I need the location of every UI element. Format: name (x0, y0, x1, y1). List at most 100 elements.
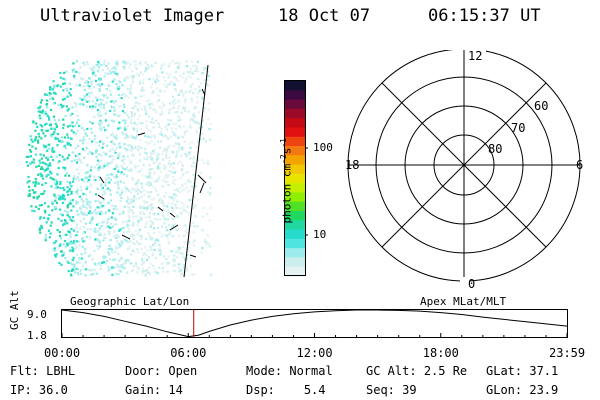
aurora-pixel (86, 228, 89, 231)
aurora-pixel (179, 155, 182, 158)
aurora-pixel (194, 215, 197, 218)
aurora-pixel (116, 86, 119, 89)
aurora-pixel (83, 129, 86, 132)
aurora-pixel (45, 103, 49, 106)
aurora-pixel (87, 255, 91, 258)
aurora-pixel (129, 162, 132, 165)
aurora-pixel (115, 62, 118, 65)
aurora-pixel (105, 128, 108, 132)
aurora-pixel (53, 247, 56, 250)
aurora-pixel (71, 199, 74, 202)
aurora-pixel (161, 185, 164, 188)
aurora-pixel (49, 170, 52, 174)
aurora-pixel (130, 202, 133, 205)
aurora-pixel (183, 256, 186, 259)
aurora-pixel (134, 166, 137, 169)
aurora-pixel (95, 151, 98, 154)
aurora-pixel (131, 187, 134, 190)
aurora-pixel (98, 89, 101, 92)
aurora-pixel (173, 254, 176, 257)
aurora-pixel (77, 158, 81, 161)
aurora-pixel (127, 214, 130, 217)
aurora-pixel (115, 152, 118, 156)
aurora-pixel (148, 211, 151, 215)
aurora-pixel (52, 86, 55, 90)
aurora-pixel (167, 174, 170, 177)
aurora-pixel (27, 194, 30, 197)
aurora-pixel (176, 206, 179, 210)
aurora-pixel (143, 207, 146, 210)
aurora-pixel (128, 230, 131, 233)
aurora-pixel (75, 234, 78, 237)
aurora-pixel (141, 187, 144, 190)
aurora-pixel (141, 174, 144, 177)
aurora-pixel (123, 158, 126, 161)
aurora-pixel (134, 104, 137, 107)
aurora-pixel (163, 83, 166, 86)
aurora-pixel (189, 72, 192, 75)
aurora-pixel (93, 262, 96, 265)
aurora-pixel (134, 215, 137, 218)
aurora-pixel (151, 222, 155, 225)
aurora-pixel (97, 240, 100, 243)
aurora-pixel (86, 164, 89, 167)
aurora-pixel (148, 176, 151, 179)
aurora-pixel (138, 82, 141, 85)
aurora-pixel (152, 108, 155, 111)
aurora-pixel (142, 205, 145, 209)
aurora-pixel (102, 261, 105, 264)
aurora-pixel (136, 134, 139, 137)
alt-xtick-label: 18:00 (422, 346, 459, 360)
aurora-pixel (118, 229, 121, 232)
aurora-pixel (177, 66, 180, 69)
aurora-pixel (69, 240, 73, 243)
aurora-pixel (80, 189, 83, 192)
aurora-pixel (178, 105, 181, 108)
aurora-pixel (111, 141, 114, 144)
aurora-pixel (128, 245, 131, 248)
aurora-pixel (195, 146, 198, 149)
aurora-pixel (84, 193, 87, 196)
aurora-pixel (58, 234, 61, 237)
aurora-pixel (182, 172, 185, 176)
aurora-pixel (183, 140, 186, 144)
aurora-pixel (76, 268, 79, 271)
aurora-pixel (189, 257, 193, 260)
colorbar-cell (285, 183, 305, 194)
aurora-pixel (208, 193, 211, 196)
aurora-pixel (180, 210, 183, 214)
aurora-pixel (151, 150, 154, 153)
aurora-pixel (149, 225, 152, 228)
aurora-pixel (121, 159, 124, 162)
aurora-pixel (122, 231, 125, 234)
aurora-pixel (110, 216, 113, 219)
aurora-pixel (107, 266, 110, 269)
aurora-pixel (139, 206, 142, 209)
aurora-pixel (114, 113, 118, 116)
aurora-pixel (203, 68, 206, 71)
aurora-pixel (187, 179, 190, 182)
aurora-pixel (158, 175, 161, 178)
aurora-pixel (84, 205, 87, 208)
aurora-pixel (89, 174, 92, 177)
aurora-pixel (133, 242, 136, 245)
aurora-pixel (25, 155, 28, 158)
aurora-pixel (72, 229, 76, 232)
aurora-pixel (70, 185, 73, 188)
aurora-pixel (76, 158, 79, 161)
aurora-pixel (158, 266, 161, 269)
aurora-pixel (70, 209, 73, 212)
ip-readout: IP: 36.0 (10, 383, 68, 397)
aurora-pixel (151, 91, 154, 94)
aurora-pixel (134, 123, 137, 126)
aurora-pixel (172, 103, 175, 106)
aurora-pixel (200, 82, 203, 85)
aurora-pixel (152, 243, 155, 246)
alt-xtick-label: 06:00 (170, 346, 207, 360)
aurora-pixel (97, 112, 100, 115)
aurora-pixel (145, 112, 148, 115)
aurora-pixel (137, 179, 140, 182)
aurora-pixel (58, 261, 61, 265)
aurora-pixel (48, 162, 51, 165)
alt-ylabel: GC Alt (8, 290, 21, 330)
